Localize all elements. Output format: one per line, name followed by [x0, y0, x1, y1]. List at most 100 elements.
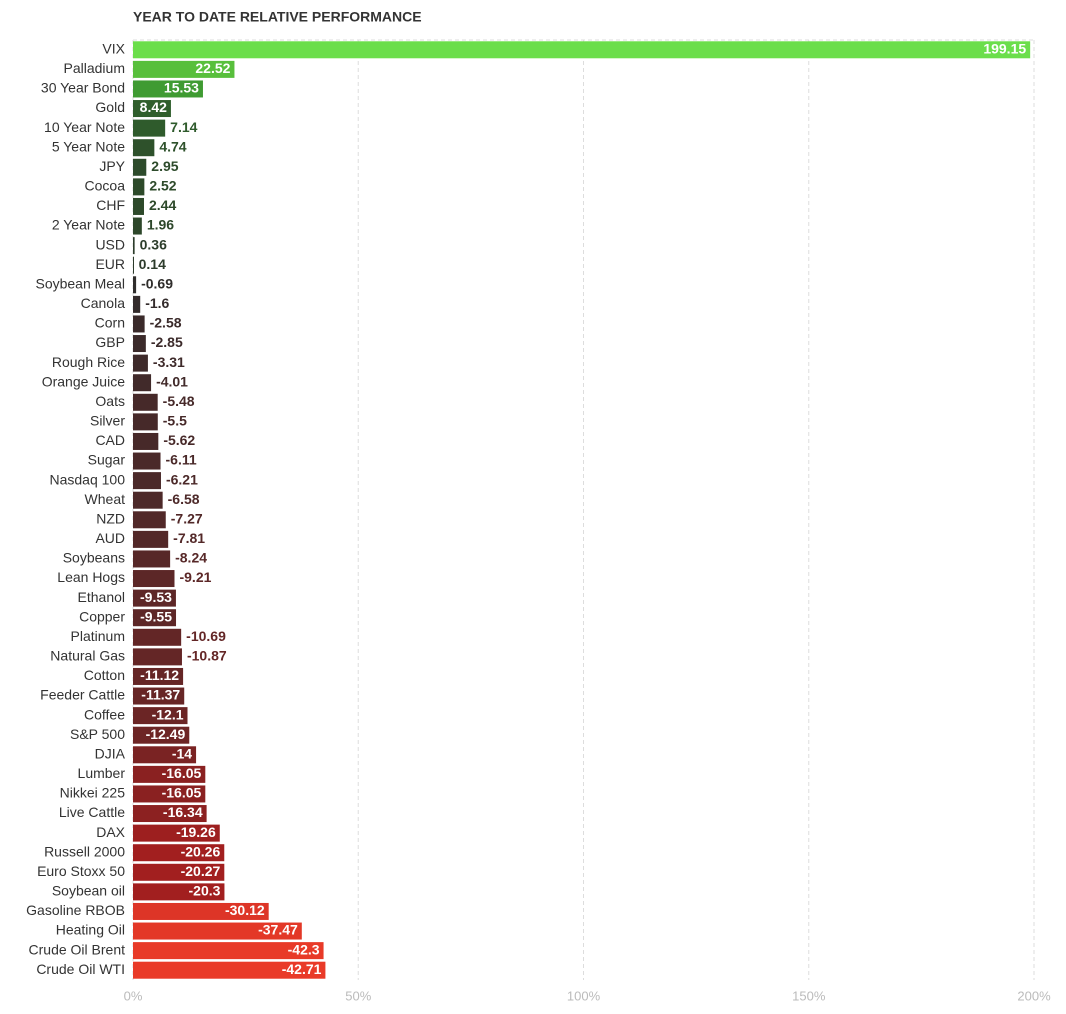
bar — [133, 805, 207, 823]
value-label: 0.36 — [140, 236, 167, 252]
category-label: Soybean Meal — [35, 275, 125, 291]
value-label: 4.74 — [159, 138, 186, 154]
bar — [133, 844, 225, 862]
category-label: 5 Year Note — [52, 138, 125, 154]
category-label: Palladium — [64, 60, 125, 76]
bar — [133, 648, 182, 666]
category-label: Sugar — [88, 452, 126, 468]
category-label: Nikkei 225 — [60, 785, 126, 801]
value-label: -16.05 — [162, 785, 202, 801]
value-label: 0.14 — [139, 256, 166, 272]
bar — [133, 295, 141, 313]
bar — [133, 158, 147, 176]
category-label: GBP — [95, 334, 125, 350]
bar — [133, 961, 326, 979]
bar — [133, 746, 197, 764]
value-label: -2.58 — [150, 315, 182, 331]
category-label: Cotton — [84, 667, 125, 683]
category-label: NZD — [96, 510, 125, 526]
value-label: -6.11 — [166, 452, 197, 468]
category-label: Natural Gas — [50, 648, 125, 664]
bar — [133, 237, 135, 255]
category-label: 30 Year Bond — [41, 80, 125, 96]
bar — [133, 472, 161, 490]
bar — [133, 511, 166, 529]
value-label: -0.69 — [141, 275, 173, 291]
category-label: Corn — [95, 315, 125, 331]
bar — [133, 609, 177, 627]
value-label: -10.87 — [187, 648, 227, 664]
bar — [133, 628, 182, 646]
bar — [133, 687, 185, 705]
x-tick-label: 0% — [124, 988, 143, 1003]
bar — [133, 491, 163, 509]
bar — [133, 413, 158, 431]
bar — [133, 726, 190, 744]
bar — [133, 197, 144, 215]
category-label: CAD — [95, 432, 125, 448]
category-label: Silver — [90, 413, 125, 429]
value-label: -16.34 — [163, 804, 203, 820]
value-label: -2.85 — [151, 334, 183, 350]
category-label: Soybean oil — [52, 883, 125, 899]
bar — [133, 883, 225, 901]
bar — [133, 530, 169, 548]
value-label: -3.31 — [153, 354, 185, 370]
bar — [133, 374, 152, 392]
value-label: -20.3 — [189, 883, 221, 899]
value-label: -1.6 — [145, 295, 169, 311]
value-label: -11.12 — [140, 667, 179, 683]
bar — [133, 570, 175, 588]
bar — [133, 393, 158, 411]
bar — [133, 863, 225, 881]
value-label: 8.42 — [140, 99, 167, 115]
bar — [133, 60, 235, 78]
category-label: Copper — [79, 608, 125, 624]
category-label: Heating Oil — [56, 922, 125, 938]
value-label: -9.53 — [140, 589, 172, 605]
category-label: Soybeans — [63, 550, 125, 566]
category-label: Oats — [95, 393, 125, 409]
category-label: Gasoline RBOB — [26, 902, 125, 918]
value-label: -4.01 — [156, 373, 188, 389]
value-label: -20.26 — [181, 843, 221, 859]
category-label: S&P 500 — [70, 726, 125, 742]
value-label: -5.5 — [163, 413, 187, 429]
bar — [133, 217, 142, 235]
category-label: Nasdaq 100 — [49, 471, 125, 487]
value-label: 15.53 — [164, 80, 199, 96]
bar — [133, 452, 161, 470]
bar — [133, 902, 269, 920]
bar — [133, 589, 176, 607]
bar — [133, 922, 302, 940]
bar — [133, 276, 137, 294]
value-label: 1.96 — [147, 217, 174, 233]
value-label: -7.27 — [171, 510, 203, 526]
category-label: Rough Rice — [52, 354, 125, 370]
bar — [133, 315, 145, 333]
bar — [133, 667, 184, 685]
category-label: Crude Oil WTI — [36, 961, 125, 977]
category-label: Ethanol — [78, 589, 125, 605]
x-tick-label: 50% — [345, 988, 371, 1003]
bar — [133, 256, 134, 274]
category-label: DAX — [96, 824, 125, 840]
x-tick-label: 150% — [792, 988, 826, 1003]
category-label: Euro Stoxx 50 — [37, 863, 125, 879]
value-label: -14 — [172, 745, 192, 761]
value-label: 2.52 — [149, 178, 176, 194]
category-label: USD — [95, 236, 125, 252]
x-tick-label: 200% — [1017, 988, 1051, 1003]
value-label: -5.48 — [163, 393, 195, 409]
category-label: Live Cattle — [59, 804, 125, 820]
category-label: Russell 2000 — [44, 843, 125, 859]
bar — [133, 824, 220, 842]
category-label: Feeder Cattle — [40, 687, 125, 703]
category-label: Gold — [95, 99, 125, 115]
bar — [133, 139, 155, 157]
category-label: Cocoa — [85, 178, 126, 194]
bar — [133, 942, 324, 960]
category-label: Canola — [81, 295, 126, 311]
value-label: -20.27 — [181, 863, 221, 879]
category-label: Crude Oil Brent — [29, 941, 126, 957]
